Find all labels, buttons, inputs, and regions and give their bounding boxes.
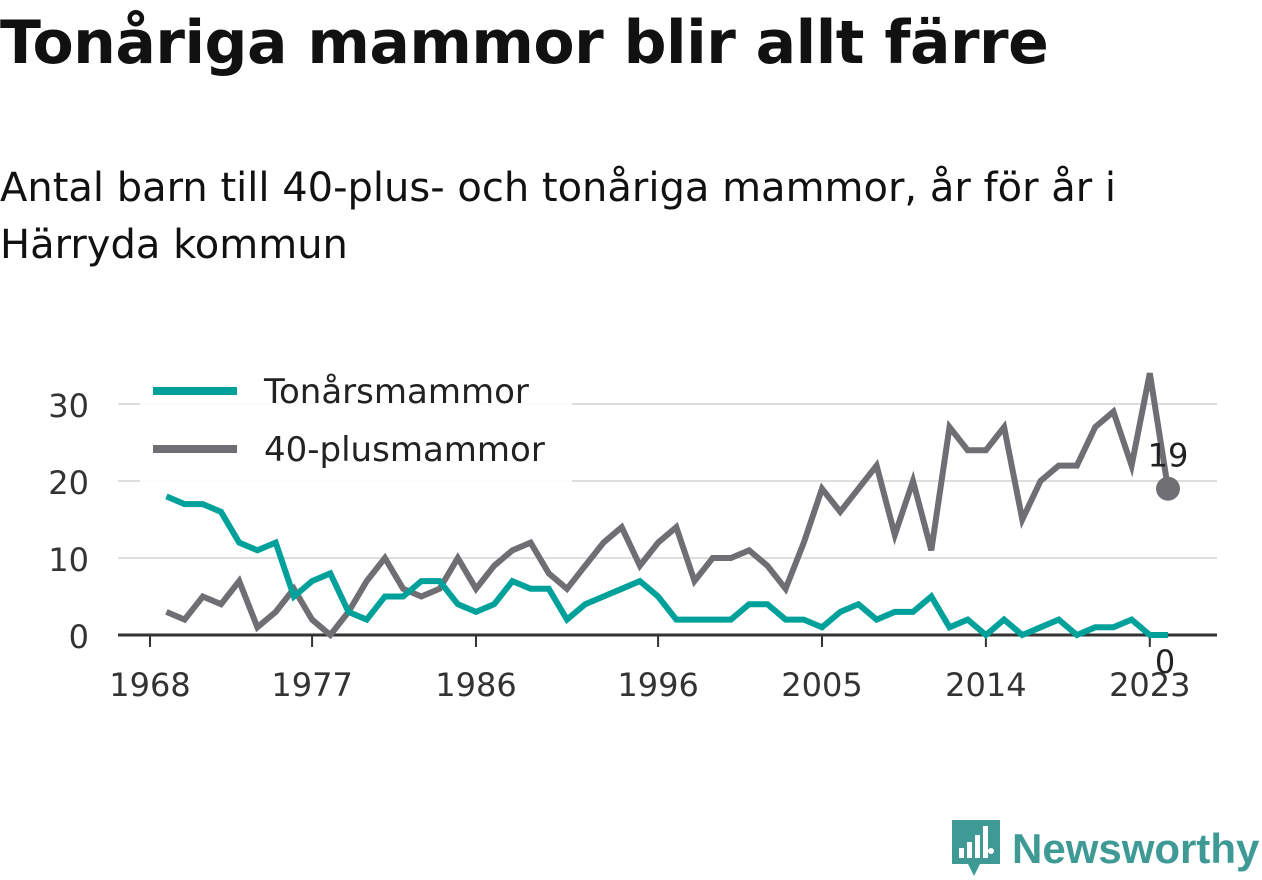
- series-line-40-plusmammor: [165, 372, 1171, 640]
- series-line-Tonårsmammor: [165, 493, 1168, 639]
- newsworthy-logo-icon: [952, 820, 1000, 876]
- legend: Tonårsmammor 40-plusmammor: [140, 360, 572, 482]
- legend-label: 40-plusmammor: [264, 430, 545, 470]
- x-tick-label: 1968: [109, 666, 190, 704]
- y-tick-label: 0: [69, 618, 89, 656]
- x-axis: 1968 1977 1986 1996 2005 2014 2023: [109, 633, 1217, 704]
- y-tick-label: 10: [48, 541, 89, 579]
- y-tick-label: 20: [48, 464, 89, 502]
- y-tick-label: 30: [48, 387, 89, 425]
- x-tick-label: 2023: [1109, 666, 1190, 704]
- end-label: 19: [1148, 437, 1189, 475]
- x-tick-label: 2005: [781, 666, 862, 704]
- x-tick-label: 2014: [945, 666, 1026, 704]
- chart-title: Tonåriga mammor blir allt färre: [0, 8, 1049, 78]
- end-marker: [1156, 476, 1180, 501]
- legend-label: Tonårsmammor: [263, 372, 529, 412]
- newsworthy-brand[interactable]: Newsworthy: [950, 818, 1259, 880]
- x-tick-label: 1977: [271, 666, 352, 704]
- end-label: 0: [1155, 643, 1175, 681]
- brand-name: Newsworthy: [1012, 825, 1260, 872]
- series-lines: 0 19: [165, 372, 1189, 681]
- x-tick-label: 1996: [617, 666, 698, 704]
- chart-subtitle: Antal barn till 40-plus- och tonåriga ma…: [0, 165, 1117, 268]
- x-tick-label: 1986: [435, 666, 516, 704]
